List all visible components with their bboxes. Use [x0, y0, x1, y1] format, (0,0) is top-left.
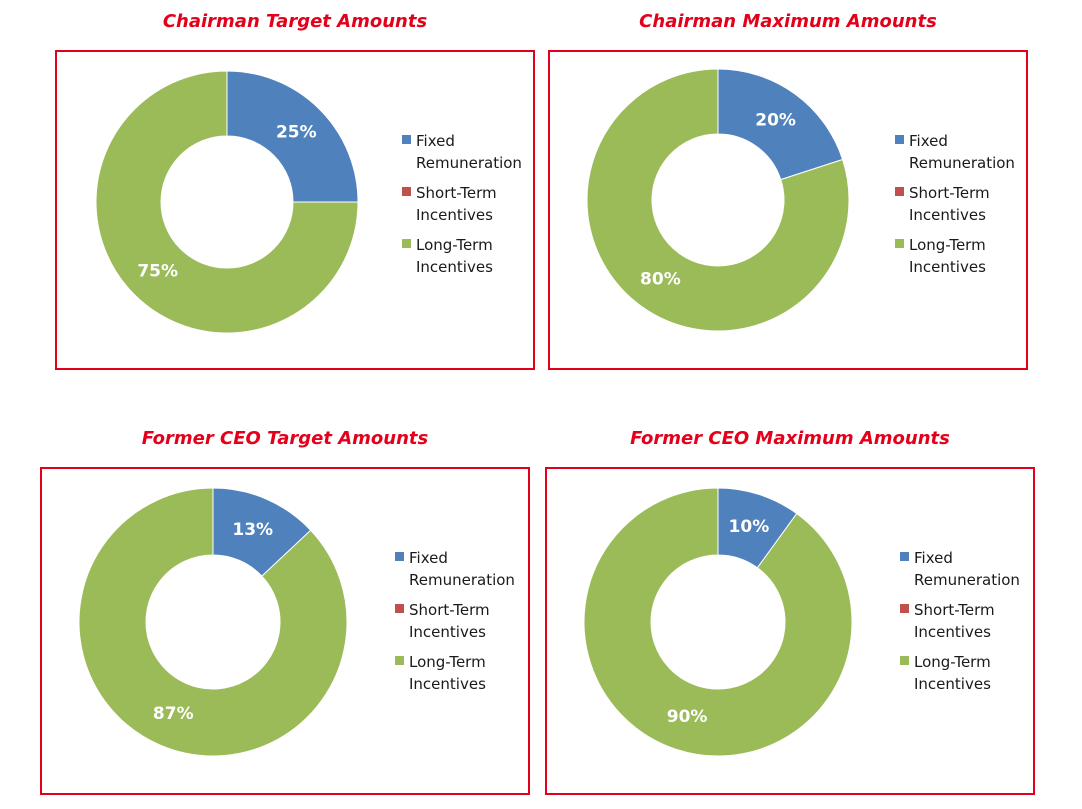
legend-item-long-term-incentives: Long-Term Incentives [895, 234, 1045, 278]
donut-chart-chairman-target: 25% 75% [95, 70, 359, 334]
legend: Fixed Remuneration Short-Term Incentives… [402, 130, 552, 286]
legend-swatch-short [900, 604, 909, 613]
donut-chart-chairman-maximum: 20% 80% [586, 68, 850, 332]
legend-item-long-term-incentives: Long-Term Incentives [402, 234, 552, 278]
legend-swatch-fixed [402, 135, 411, 144]
legend-item-short-term-incentives: Short-Term Incentives [402, 182, 552, 226]
legend-label-long: Long-Term Incentives [409, 653, 486, 693]
legend-label-short: Short-Term Incentives [416, 184, 497, 224]
legend-swatch-short [895, 187, 904, 196]
legend-item-long-term-incentives: Long-Term Incentives [395, 651, 545, 695]
legend-item-fixed-remuneration: Fixed Remuneration [402, 130, 552, 174]
data-label-long-term-incentives: 90% [667, 707, 708, 727]
donut-chart-former-ceo-maximum: 10% 90% [583, 487, 853, 757]
legend-label-fixed: Fixed Remuneration [914, 549, 1020, 589]
legend-label-short: Short-Term Incentives [909, 184, 990, 224]
legend: Fixed Remuneration Short-Term Incentives… [900, 547, 1050, 703]
legend-swatch-fixed [895, 135, 904, 144]
chart-panel-chairman-target: 25% 75% Fixed Remuneration Short-Term Inc… [55, 50, 535, 370]
legend-item-fixed-remuneration: Fixed Remuneration [395, 547, 545, 591]
donut-slice-fixed-remuneration [717, 68, 844, 181]
legend-label-fixed: Fixed Remuneration [416, 132, 522, 172]
legend-label-short: Short-Term Incentives [914, 601, 995, 641]
data-label-fixed-remuneration: 25% [276, 123, 317, 143]
legend-swatch-long [402, 239, 411, 248]
legend-item-short-term-incentives: Short-Term Incentives [900, 599, 1050, 643]
chart-panel-former-ceo-target: 13% 87% Fixed Remuneration Short-Term Inc… [40, 467, 530, 795]
legend-label-short: Short-Term Incentives [409, 601, 490, 641]
donut-slice-fixed-remuneration [226, 70, 359, 203]
legend-item-long-term-incentives: Long-Term Incentives [900, 651, 1050, 695]
legend-swatch-long [900, 656, 909, 665]
legend-swatch-short [402, 187, 411, 196]
chart-title-former-ceo-maximum: Former CEO Maximum Amounts [630, 428, 950, 449]
legend-item-short-term-incentives: Short-Term Incentives [395, 599, 545, 643]
donut-slice-long-term-incentives [78, 487, 348, 757]
data-label-long-term-incentives: 87% [153, 704, 194, 724]
data-label-fixed-remuneration: 20% [755, 111, 796, 131]
legend-swatch-long [895, 239, 904, 248]
donut-chart-former-ceo-target: 13% 87% [78, 487, 348, 757]
legend-item-fixed-remuneration: Fixed Remuneration [900, 547, 1050, 591]
donut-slice-long-term-incentives [586, 68, 850, 332]
legend: Fixed Remuneration Short-Term Incentives… [895, 130, 1045, 286]
data-label-fixed-remuneration: 10% [729, 517, 770, 537]
legend: Fixed Remuneration Short-Term Incentives… [395, 547, 545, 703]
legend-label-fixed: Fixed Remuneration [909, 132, 1015, 172]
legend-swatch-long [395, 656, 404, 665]
chart-title-chairman-maximum: Chairman Maximum Amounts [639, 11, 937, 32]
legend-swatch-fixed [900, 552, 909, 561]
chart-title-former-ceo-target: Former CEO Target Amounts [141, 428, 429, 449]
donut-slice-long-term-incentives [95, 70, 359, 334]
legend-item-fixed-remuneration: Fixed Remuneration [895, 130, 1045, 174]
donut-slice-long-term-incentives [583, 487, 853, 757]
legend-swatch-short [395, 604, 404, 613]
legend-swatch-fixed [395, 552, 404, 561]
legend-label-fixed: Fixed Remuneration [409, 549, 515, 589]
legend-item-short-term-incentives: Short-Term Incentives [895, 182, 1045, 226]
data-label-fixed-remuneration: 13% [232, 520, 273, 540]
legend-label-long: Long-Term Incentives [909, 236, 986, 276]
legend-label-long: Long-Term Incentives [914, 653, 991, 693]
chart-title-chairman-target: Chairman Target Amounts [162, 11, 428, 32]
data-label-long-term-incentives: 75% [137, 261, 178, 281]
legend-label-long: Long-Term Incentives [416, 236, 493, 276]
chart-panel-chairman-maximum: 20% 80% Fixed Remuneration Short-Term Inc… [548, 50, 1028, 370]
data-label-long-term-incentives: 80% [640, 269, 681, 289]
chart-panel-former-ceo-maximum: 10% 90% Fixed Remuneration Short-Term Inc… [545, 467, 1035, 795]
